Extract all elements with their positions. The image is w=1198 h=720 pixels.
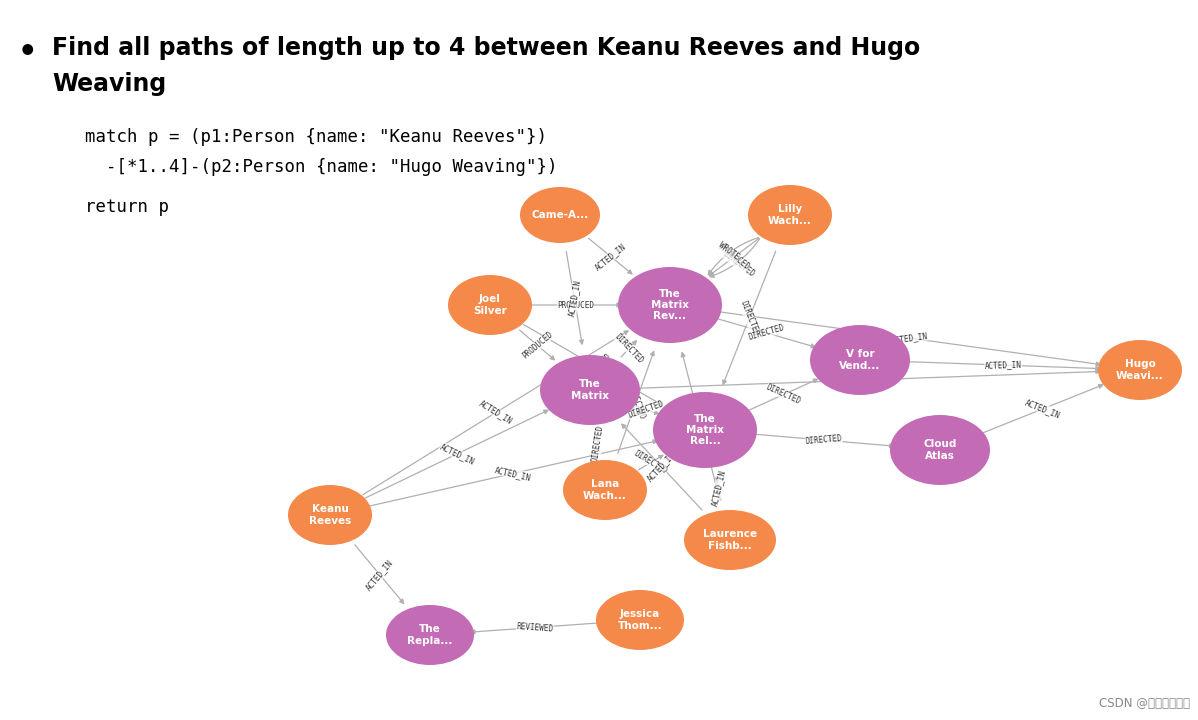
Text: Lilly
Wach...: Lilly Wach...: [768, 204, 812, 225]
FancyArrowPatch shape: [520, 330, 555, 360]
Text: ACTED_IN: ACTED_IN: [849, 374, 887, 385]
Text: ACTED_IN: ACTED_IN: [1024, 397, 1061, 420]
Text: ACTED_IN: ACTED_IN: [593, 241, 628, 271]
FancyArrowPatch shape: [982, 384, 1102, 433]
Ellipse shape: [595, 590, 684, 650]
FancyArrowPatch shape: [363, 331, 628, 495]
FancyArrowPatch shape: [365, 410, 547, 498]
Text: ACTED_IN: ACTED_IN: [438, 442, 476, 466]
Text: •: •: [18, 38, 37, 67]
FancyArrowPatch shape: [752, 434, 894, 448]
FancyArrowPatch shape: [906, 361, 1100, 370]
Text: Lana
Wach...: Lana Wach...: [583, 480, 627, 500]
Text: ACTED_IN: ACTED_IN: [567, 279, 582, 318]
Ellipse shape: [288, 485, 373, 545]
Text: DIRECTED: DIRECTED: [805, 434, 842, 446]
FancyArrowPatch shape: [618, 351, 654, 454]
Ellipse shape: [448, 275, 532, 335]
Text: Jessica
Thom...: Jessica Thom...: [618, 609, 662, 631]
Text: DIRECTED: DIRECTED: [625, 383, 647, 420]
Text: DIRECTED: DIRECTED: [738, 300, 761, 337]
Text: Weaving: Weaving: [52, 72, 167, 96]
Ellipse shape: [684, 510, 776, 570]
FancyArrowPatch shape: [682, 353, 720, 500]
Text: ACTED_IN: ACTED_IN: [890, 331, 928, 345]
FancyArrowPatch shape: [716, 318, 815, 348]
FancyArrowPatch shape: [710, 239, 760, 277]
Text: The
Matrix
Rev...: The Matrix Rev...: [651, 289, 689, 321]
Text: Joel
Silver: Joel Silver: [473, 294, 507, 315]
Text: PRODUCED: PRODUCED: [557, 300, 594, 310]
Text: WROTE: WROTE: [716, 240, 740, 261]
Text: Laurence
Fishb...: Laurence Fishb...: [703, 529, 757, 551]
Text: ACTED_IN: ACTED_IN: [364, 557, 395, 592]
Text: DIRECTED: DIRECTED: [591, 424, 605, 462]
Text: DIRECTED: DIRECTED: [633, 449, 670, 476]
FancyArrowPatch shape: [471, 623, 600, 634]
FancyArrowPatch shape: [588, 238, 631, 274]
FancyArrowPatch shape: [368, 440, 657, 506]
FancyArrowPatch shape: [635, 369, 1100, 388]
FancyArrowPatch shape: [708, 238, 758, 274]
Ellipse shape: [520, 187, 600, 243]
Text: Cloud
Atlas: Cloud Atlas: [924, 439, 957, 461]
FancyArrowPatch shape: [722, 251, 776, 384]
FancyArrowPatch shape: [595, 436, 599, 451]
Text: ACTED_IN: ACTED_IN: [692, 407, 709, 445]
Text: DIRECTED: DIRECTED: [748, 323, 785, 342]
Text: PRODUCED: PRODUCED: [520, 330, 555, 361]
Text: ACTED_IN: ACTED_IN: [646, 450, 677, 483]
FancyArrowPatch shape: [355, 545, 404, 603]
Ellipse shape: [1099, 340, 1182, 400]
FancyArrowPatch shape: [633, 405, 659, 415]
Text: -[*1..4]-(p2:Person {name: "Hugo Weaving"}): -[*1..4]-(p2:Person {name: "Hugo Weaving…: [85, 158, 557, 176]
Ellipse shape: [810, 325, 910, 395]
FancyArrowPatch shape: [639, 455, 662, 470]
Text: DIRECTED: DIRECTED: [766, 383, 803, 406]
Text: Find all paths of length up to 4 between Keanu Reeves and Hugo: Find all paths of length up to 4 between…: [52, 36, 920, 60]
FancyArrowPatch shape: [567, 251, 583, 344]
Text: Hugo
Weavi...: Hugo Weavi...: [1117, 359, 1164, 381]
Text: REVIEWED: REVIEWED: [516, 621, 553, 634]
Ellipse shape: [540, 355, 640, 425]
Text: PRODUCED: PRODUCED: [716, 243, 751, 272]
Text: PRODUCED: PRODUCED: [575, 352, 612, 379]
Ellipse shape: [748, 185, 831, 245]
Ellipse shape: [386, 605, 474, 665]
Text: V for
Vend...: V for Vend...: [840, 349, 881, 371]
FancyArrowPatch shape: [528, 303, 621, 307]
Text: The
Matrix: The Matrix: [571, 379, 609, 400]
Text: ACTED_IN: ACTED_IN: [985, 360, 1022, 370]
Ellipse shape: [563, 460, 647, 520]
Text: match p = (p1:Person {name: "Keanu Reeves"}): match p = (p1:Person {name: "Keanu Reeve…: [85, 128, 547, 146]
Text: ACTED_IN: ACTED_IN: [478, 399, 514, 426]
FancyArrowPatch shape: [524, 325, 662, 405]
Text: The
Repla...: The Repla...: [407, 624, 453, 646]
Text: DIRECTED: DIRECTED: [628, 400, 665, 420]
Text: return p: return p: [85, 198, 169, 216]
Ellipse shape: [890, 415, 990, 485]
Text: Came-A...: Came-A...: [532, 210, 588, 220]
FancyArrowPatch shape: [622, 424, 702, 510]
Text: ACTED_IN: ACTED_IN: [709, 469, 727, 508]
Text: CSDN @大白要努力啊: CSDN @大白要努力啊: [1099, 697, 1190, 710]
Ellipse shape: [618, 267, 722, 343]
Ellipse shape: [653, 392, 757, 468]
Text: DIRECTED: DIRECTED: [613, 332, 645, 365]
Text: The
Matrix
Rel...: The Matrix Rel...: [686, 414, 724, 446]
FancyArrowPatch shape: [715, 478, 721, 500]
FancyArrowPatch shape: [749, 379, 817, 410]
FancyArrowPatch shape: [709, 238, 760, 276]
Text: DIRECTED: DIRECTED: [721, 249, 756, 279]
Text: ACTED_IN: ACTED_IN: [494, 465, 532, 482]
FancyArrowPatch shape: [718, 312, 1100, 366]
Text: Keanu
Reeves: Keanu Reeves: [309, 505, 351, 526]
FancyArrowPatch shape: [621, 341, 636, 357]
